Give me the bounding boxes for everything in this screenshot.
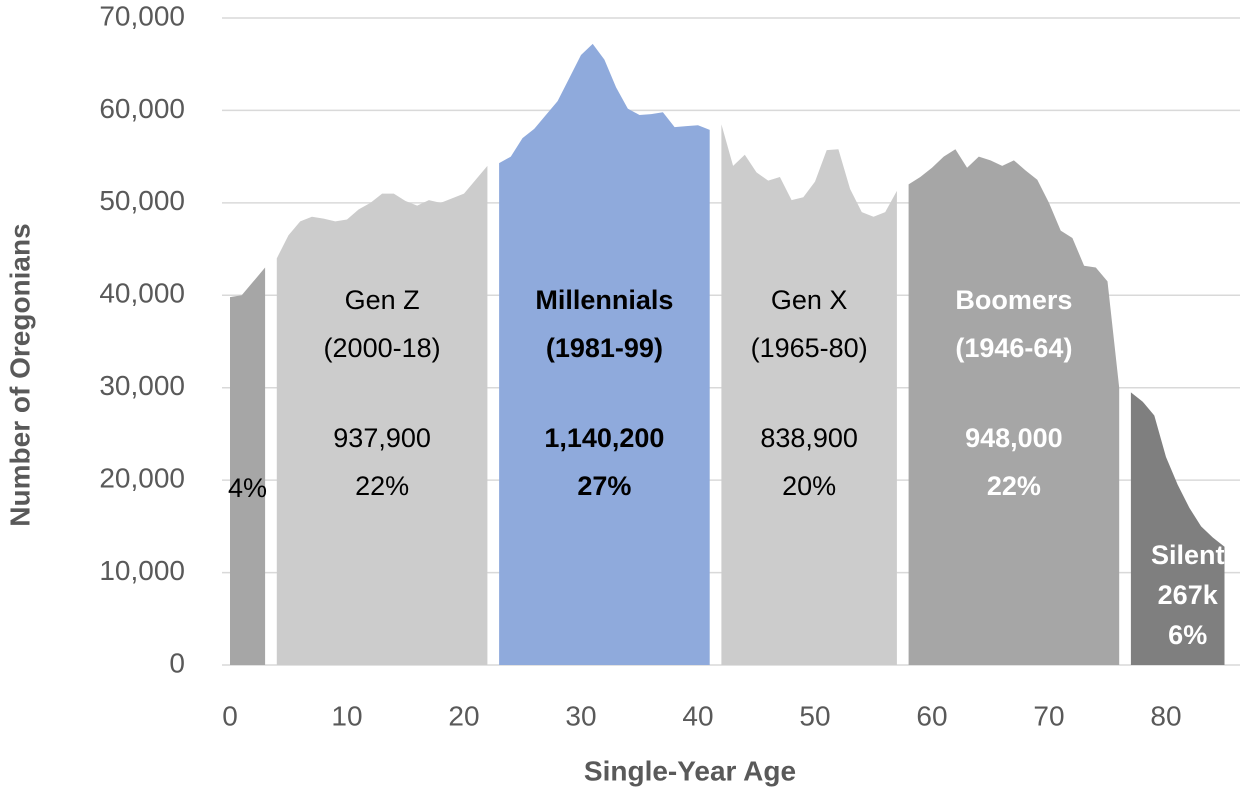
y-tick-label: 70,000: [99, 0, 185, 31]
x-tick-label: 70: [1033, 700, 1064, 731]
x-tick-label: 30: [565, 700, 596, 731]
segment-label: Gen X: [771, 285, 848, 315]
segment-label: 22%: [355, 471, 409, 501]
segment-label: (1981-99): [546, 333, 663, 363]
y-axis-title: Number of Oregonians: [4, 223, 35, 526]
x-tick-label: 10: [331, 700, 362, 731]
segment-label: 6%: [1168, 620, 1207, 650]
x-tick-label: 40: [682, 700, 713, 731]
segment-label: 1,140,200: [544, 423, 664, 453]
segment-label: 948,000: [965, 423, 1063, 453]
y-tick-label: 0: [169, 647, 185, 678]
y-tick-label: 60,000: [99, 93, 185, 124]
segment-label: Silent: [1151, 540, 1225, 570]
segment-label: Gen Z: [345, 285, 420, 315]
x-tick-label: 0: [222, 700, 238, 731]
x-tick-label: 50: [799, 700, 830, 731]
x-axis-title: Single-Year Age: [584, 755, 796, 786]
segment-label: (1946-64): [955, 333, 1072, 363]
area-segment: [499, 43, 710, 665]
segment-label: 267k: [1158, 580, 1219, 610]
segment-label: 937,900: [333, 423, 431, 453]
x-tick-label: 80: [1150, 700, 1181, 731]
x-tick-label: 60: [916, 700, 947, 731]
y-tick-label: 20,000: [99, 463, 185, 494]
area-segment: [908, 149, 1120, 666]
y-tick-label: 10,000: [99, 555, 185, 586]
x-tick-label: 20: [448, 700, 479, 731]
y-tick-label: 40,000: [99, 278, 185, 309]
area-segment: [230, 267, 266, 665]
segment-label: 838,900: [760, 423, 858, 453]
segment-label: 27%: [577, 471, 631, 501]
segment-label: 20%: [782, 471, 836, 501]
y-tick-label: 50,000: [99, 185, 185, 216]
area-segment: [721, 124, 897, 666]
segment-label: Boomers: [955, 285, 1072, 315]
area-segment: [1130, 392, 1225, 665]
y-tick-label: 30,000: [99, 370, 185, 401]
segment-label: (2000-18): [324, 333, 441, 363]
segment-label: 4%: [228, 473, 267, 503]
area-segment: [276, 165, 488, 665]
segment-label: Millennials: [535, 285, 673, 315]
segment-label: (1965-80): [751, 333, 868, 363]
segment-label: 22%: [987, 471, 1041, 501]
